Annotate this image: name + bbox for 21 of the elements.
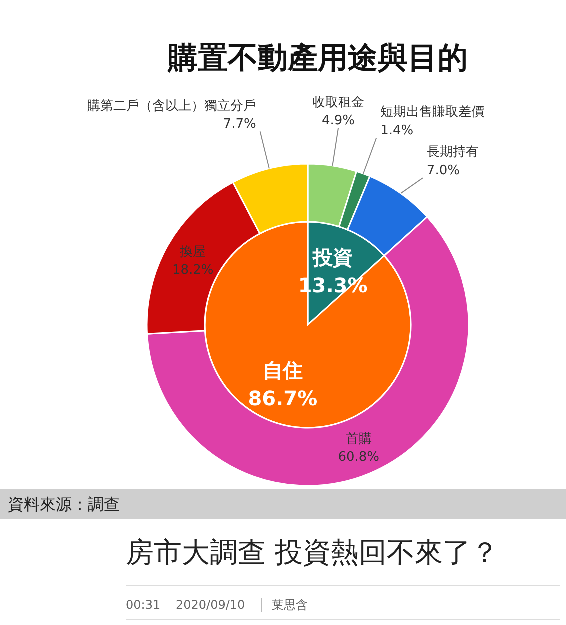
data-label: 7.7% [223,116,256,132]
data-label: 1.4% [380,123,414,138]
source-note: 資料來源：調查 [8,495,120,514]
text: 房市大調查 投資熱回不來了？ [126,536,499,569]
slice-label: 換屋 [180,244,206,260]
slice-label: 長期持有 [426,145,479,160]
text: 葉思含 [272,598,308,612]
chart-title: 購置不動產用途與目的 [167,41,468,76]
text: 00:31 [126,598,161,612]
slice-label: 首購 [346,432,372,447]
text: 2020/09/10 [176,598,246,612]
data-label: 4.9% [322,114,356,129]
slice-label: 自住 [262,358,303,382]
data-label: 18.2% [172,263,214,278]
data-label: 60.8% [338,450,380,465]
data-label: 7.0% [426,163,460,178]
slice-label: 投資 [312,246,354,270]
slice-label: 短期出售賺取差價 [380,104,485,120]
data-label: 86.7% [248,386,318,410]
slice-label: 購第二戶（含以上）獨立分戶 [87,98,256,114]
slice-label: 收取租金 [312,95,365,110]
